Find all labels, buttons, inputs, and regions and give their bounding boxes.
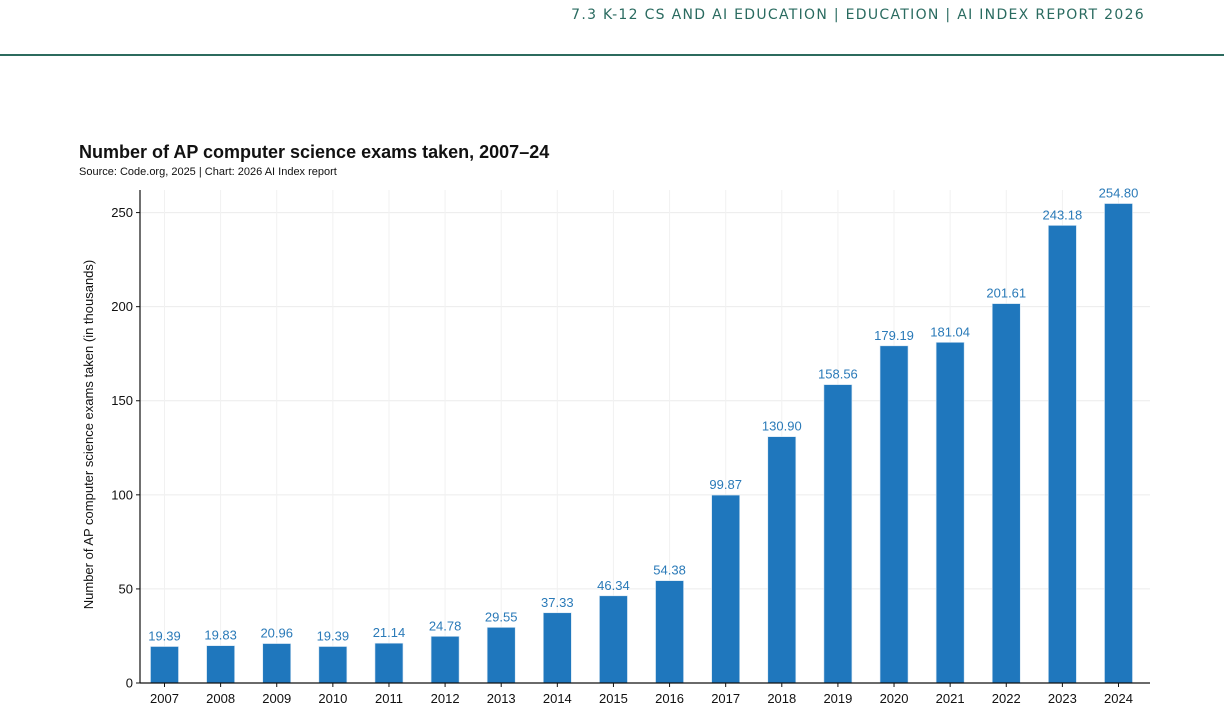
bar-2014 (543, 612, 572, 684)
data-label-2020: 179.19 (874, 328, 914, 343)
data-label-2022: 201.61 (986, 286, 1026, 301)
bar-2007 (150, 646, 179, 684)
data-label-2008: 19.83 (204, 628, 237, 643)
bar-2012 (430, 636, 460, 684)
data-label-2017: 99.87 (709, 477, 742, 492)
x-tick-label-2009: 2009 (262, 691, 291, 706)
bar-2024 (1104, 203, 1133, 684)
x-tick-label-2013: 2013 (487, 691, 516, 706)
y-axis-title: Number of AP computer science exams take… (81, 260, 96, 610)
bar-2016 (655, 580, 684, 684)
bar-2010 (318, 646, 348, 684)
x-tick-label-2023: 2023 (1048, 691, 1077, 706)
data-label-2021: 181.04 (930, 324, 970, 339)
data-label-2024: 254.80 (1099, 186, 1139, 201)
report-breadcrumb: 7.3 K-12 CS AND AI EDUCATION | EDUCATION… (571, 7, 1145, 23)
chart-subtitle: Source: Code.org, 2025 | Chart: 2026 AI … (79, 166, 337, 178)
bar-2013 (486, 627, 516, 684)
y-tick-label: 50 (119, 581, 133, 596)
bars (150, 203, 1133, 684)
bar-2017 (711, 494, 740, 684)
bar-2009 (262, 643, 292, 684)
x-tick-label-2016: 2016 (655, 691, 684, 706)
x-tick-label-2015: 2015 (599, 691, 628, 706)
data-label-2007: 19.39 (148, 629, 181, 644)
axes: 0 50 100 150 200 250 2007 2008 2009 2010 2011 2012 2… (81, 190, 1150, 706)
data-label-2012: 24.78 (429, 618, 462, 633)
chart-title: Number of AP computer science exams take… (79, 142, 550, 162)
data-labels: 19.39 19.83 20.96 19.39 21.14 24.78 29.55 37.33… (148, 186, 1138, 644)
x-tick-label-2007: 2007 (150, 691, 179, 706)
x-tick-label-2021: 2021 (936, 691, 965, 706)
data-label-2009: 20.96 (260, 626, 293, 641)
y-tick-label: 100 (111, 487, 133, 502)
y-tick-label: 150 (111, 393, 133, 408)
data-label-2014: 37.33 (541, 595, 574, 610)
bar-2023 (1048, 225, 1077, 684)
data-label-2013: 29.55 (485, 609, 518, 624)
data-label-2015: 46.34 (597, 578, 630, 593)
y-tick-label: 0 (126, 676, 133, 691)
bar-2020 (879, 345, 909, 684)
data-label-2011: 21.14 (373, 625, 406, 640)
x-tick-label-2010: 2010 (318, 691, 347, 706)
x-tick-label-2011: 2011 (375, 691, 403, 706)
y-tick-label: 250 (111, 205, 133, 220)
x-tick-label-2012: 2012 (431, 691, 460, 706)
bar-2015 (599, 595, 628, 684)
x-tick-label-2019: 2019 (823, 691, 852, 706)
data-label-2010: 19.39 (317, 629, 350, 644)
bar-2022 (991, 303, 1021, 684)
x-tick-label-2024: 2024 (1104, 691, 1133, 706)
x-tick-label-2014: 2014 (543, 691, 572, 706)
x-tick-label-2017: 2017 (711, 691, 740, 706)
x-tick-label-2022: 2022 (992, 691, 1021, 706)
y-tick-label: 200 (111, 299, 133, 314)
x-tick-label-2018: 2018 (767, 691, 796, 706)
data-label-2016: 54.38 (653, 563, 686, 578)
bar-2008 (206, 645, 235, 684)
x-tick-label-2008: 2008 (206, 691, 235, 706)
bar-2019 (823, 384, 853, 684)
data-label-2018: 130.90 (762, 419, 802, 434)
data-label-2019: 158.56 (818, 367, 858, 382)
data-label-2023: 243.18 (1042, 207, 1082, 222)
x-tick-label-2020: 2020 (880, 691, 909, 706)
bar-2018 (767, 436, 797, 684)
report-header: 7.3 K-12 CS AND AI EDUCATION | EDUCATION… (0, 0, 1224, 56)
bar-2011 (374, 642, 404, 684)
bar-2021 (935, 342, 965, 684)
